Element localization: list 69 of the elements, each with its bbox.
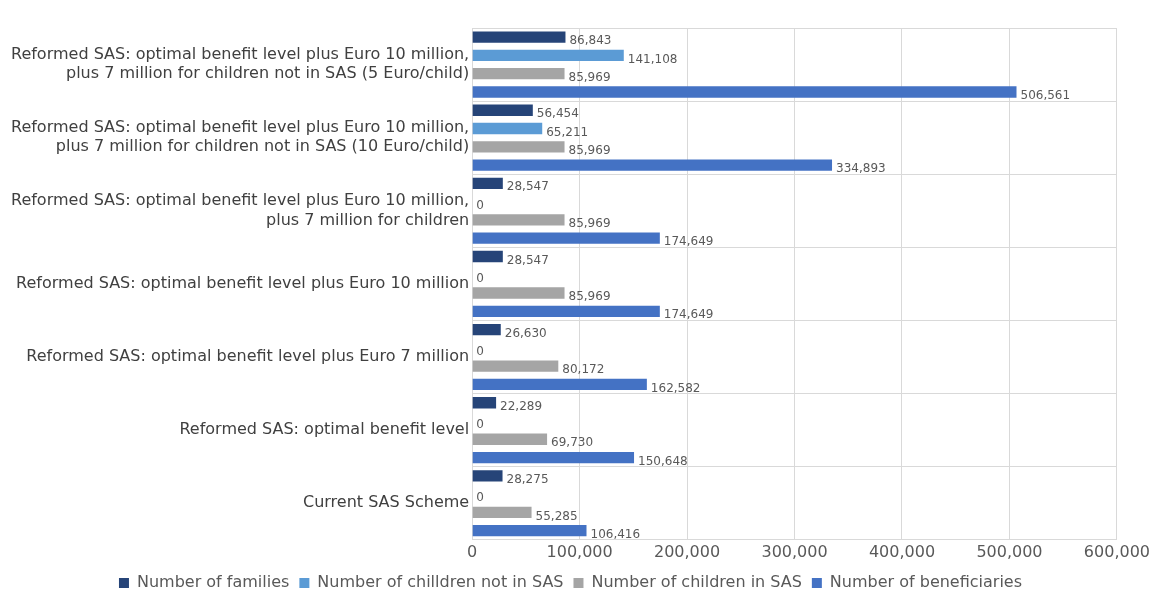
bar (472, 159, 833, 171)
y-tick-label: Reformed SAS: optimal benefit level plus Euro 10 million, plus 7 million for children not in SAS (10 Euro/child) (10, 117, 470, 156)
data-label: 65,211 (546, 124, 589, 139)
x-tick-label: 600,000 (1083, 541, 1150, 561)
legend-label: Number of families (136, 572, 290, 592)
y-tick-label: Current SAS Scheme (302, 492, 470, 512)
data-label: 85,969 (568, 69, 611, 84)
bar (472, 433, 548, 445)
x-tick-label: 0 (467, 541, 478, 561)
bar (472, 232, 660, 244)
bar (472, 214, 565, 226)
bar (472, 141, 565, 153)
data-label: 28,547 (506, 179, 549, 194)
bar (472, 451, 635, 464)
data-label: 0 (476, 197, 484, 212)
data-label: 28,547 (506, 252, 549, 267)
data-label: 162,582 (650, 380, 701, 395)
data-label: 85,969 (568, 289, 611, 304)
bar (472, 287, 565, 299)
x-tick-label: 200,000 (653, 541, 721, 561)
legend-label: Number of children in SAS (591, 572, 802, 592)
data-label: 26,630 (504, 325, 547, 340)
data-label: 506,561 (1020, 88, 1071, 103)
data-label: 0 (476, 417, 484, 432)
bar (472, 397, 497, 409)
x-tick-label: 500,000 (976, 541, 1043, 561)
data-label: 174,649 (663, 234, 714, 249)
data-label: 85,969 (568, 216, 611, 231)
bar (472, 31, 566, 43)
data-label: 56,454 (536, 106, 579, 121)
data-label: 106,416 (590, 526, 641, 541)
data-label: 55,285 (535, 508, 578, 523)
x-tick-label: 100,000 (546, 541, 613, 561)
bar (472, 49, 624, 62)
bar (472, 323, 501, 336)
bar (472, 378, 647, 391)
bar (472, 506, 532, 519)
data-label: 80,172 (562, 362, 605, 377)
y-tick-label: Reformed SAS: optimal benefit level plus Euro 10 million (16, 273, 470, 293)
data-label: 174,649 (663, 307, 714, 322)
data-label: 85,969 (568, 142, 611, 157)
data-label: 0 (476, 270, 484, 285)
bar (472, 104, 533, 116)
bar (472, 68, 565, 80)
y-tick-label: Reformed SAS: optimal benefit level plus Euro 10 million, plus 7 million for children not in SAS (5 Euro/child) (10, 44, 470, 83)
bar (472, 122, 543, 135)
data-label: 0 (476, 344, 484, 358)
bar (472, 250, 503, 263)
y-tick-label: Reformed SAS: optimal benefit level plus Euro 7 million (26, 346, 470, 366)
data-label: 22,289 (500, 398, 543, 413)
x-tick-label: 300,000 (761, 541, 828, 561)
data-label: 150,648 (638, 453, 688, 468)
legend-label: Number of beneficiaries (829, 572, 1023, 592)
data-label: 86,843 (569, 33, 612, 48)
bar (472, 305, 660, 317)
bar (472, 470, 503, 482)
bar (472, 360, 559, 372)
data-label: 141,108 (627, 51, 678, 66)
y-tick-label: Reformed SAS: optimal benefit level plus Euro 10 million, plus 7 million for children (10, 190, 470, 229)
bar (472, 86, 1017, 98)
data-label: 0 (476, 490, 484, 505)
bar (472, 177, 503, 190)
legend-label: Number of chilldren not in SAS (317, 572, 564, 592)
data-label: 69,730 (551, 435, 594, 450)
y-tick-label: Reformed SAS: optimal benefit level (179, 419, 470, 439)
x-tick-label: 400,000 (868, 541, 936, 561)
data-label: 334,893 (836, 161, 886, 176)
data-label: 28,275 (506, 471, 549, 486)
bar (472, 524, 587, 537)
